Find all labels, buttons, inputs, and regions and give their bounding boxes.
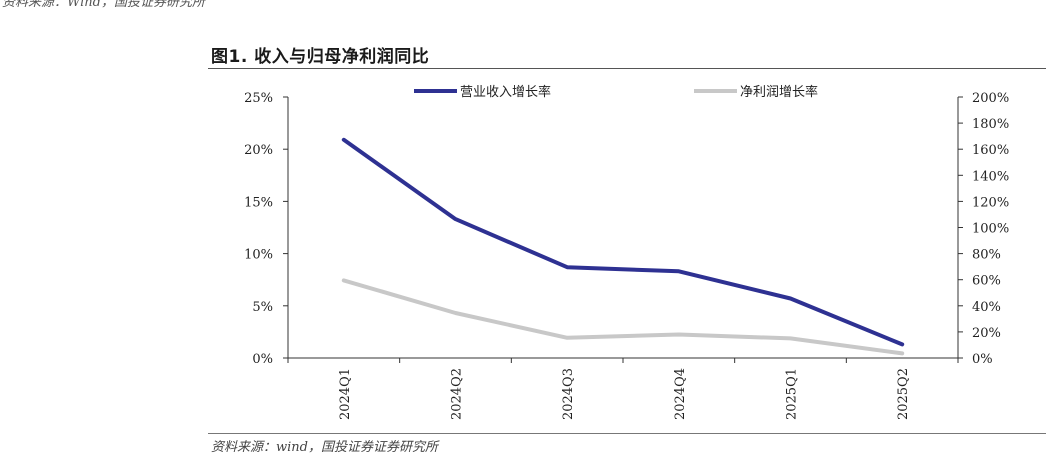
- right-tick-label: 60%: [972, 274, 1001, 289]
- header-cut-text: 资料来源：Wind，国投证券研究所: [2, 0, 205, 10]
- right-tick-label: 80%: [972, 248, 1001, 263]
- left-tick-label: 20%: [244, 143, 273, 158]
- right-tick-label: 180%: [972, 117, 1009, 132]
- x-category-label: 2025Q1: [785, 368, 800, 420]
- right-tick-label: 160%: [972, 143, 1009, 158]
- right-tick-label: 200%: [972, 91, 1009, 106]
- source-note: 资料来源：wind，国投证券证券研究所: [211, 440, 438, 455]
- x-category-label: 2024Q3: [561, 368, 576, 420]
- legend-label: 净利润增长率: [740, 84, 818, 100]
- x-category-label: 2024Q1: [338, 368, 353, 420]
- left-tick-label: 15%: [244, 195, 273, 210]
- series-line-revenue-growth: [341, 137, 905, 347]
- right-tick-label: 0%: [972, 352, 993, 367]
- left-tick-label: 10%: [244, 248, 273, 263]
- right-tick-label: 100%: [972, 222, 1009, 237]
- left-tick-label: 0%: [252, 352, 273, 367]
- x-category-label: 2025Q2: [896, 368, 911, 420]
- x-category-label: 2024Q4: [673, 368, 688, 420]
- left-tick-label: 5%: [252, 300, 273, 315]
- legend-label: 营业收入增长率: [460, 84, 551, 100]
- title-rule: [208, 68, 1046, 69]
- footer-rule: [208, 433, 1046, 434]
- x-category-label: 2024Q2: [450, 368, 465, 420]
- right-tick-label: 120%: [972, 195, 1009, 210]
- right-tick-label: 40%: [972, 300, 1001, 315]
- series-line-net-profit-growth: [341, 278, 905, 356]
- figure-title: 图1. 收入与归母净利润同比: [211, 47, 430, 67]
- left-tick-label: 25%: [244, 91, 273, 106]
- right-tick-label: 20%: [972, 326, 1001, 341]
- right-tick-label: 140%: [972, 169, 1009, 184]
